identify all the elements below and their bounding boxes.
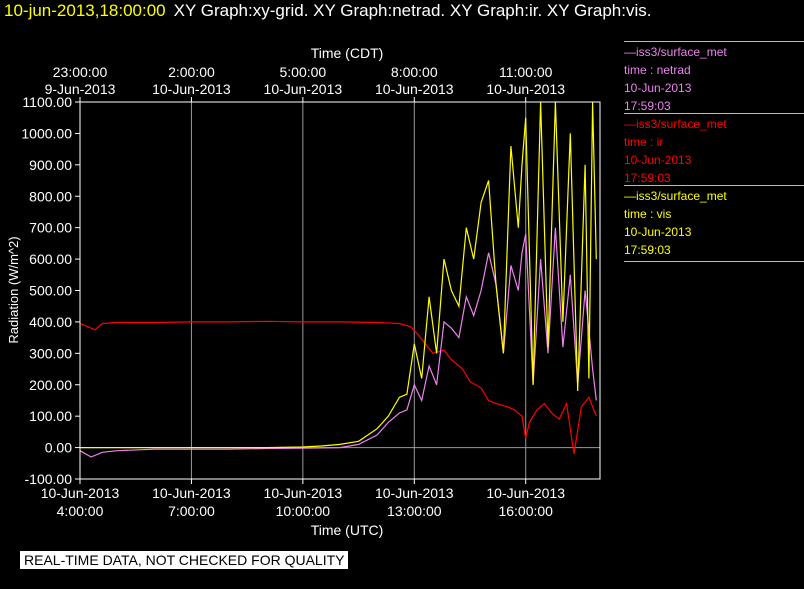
legend-series-field: time : vis	[624, 207, 672, 221]
timestamp: 10-jun-2013,18:00:00	[4, 1, 166, 20]
x-tick-time: 4:00:00	[57, 503, 104, 519]
y-tick-label: 100.00	[29, 408, 72, 424]
x-tick-date: 10-Jun-2013	[41, 485, 120, 501]
x-top-tick-date: 10-Jun-2013	[152, 81, 231, 97]
legend-series-time: 17:59:03	[624, 99, 671, 113]
x-top-tick-time: 11:00:00	[499, 64, 553, 80]
legend-series-name: —iss3/surface_met	[624, 45, 727, 59]
x-top-tick-time: 2:00:00	[168, 64, 215, 80]
x-top-tick-date: 10-Jun-2013	[264, 81, 343, 97]
series-line-ir	[79, 320, 597, 454]
legend-series-time: 17:59:03	[624, 171, 671, 185]
legend-series-field: time : netrad	[624, 63, 691, 77]
y-tick-label: -100.00	[25, 471, 73, 487]
legend-series-time: 17:59:03	[624, 243, 671, 257]
series-group	[79, 101, 597, 458]
header: 10-jun-2013,18:00:00 XY Graph:xy-grid. XY…	[4, 1, 651, 21]
x-top-tick-date: 10-Jun-2013	[486, 81, 565, 97]
legend-divider	[624, 261, 804, 262]
x-axis-bottom: 10-Jun-2013 4:00:00 10-Jun-2013 7:00:00 10-J…	[41, 479, 565, 519]
y-tick-label: 800.00	[29, 188, 72, 204]
y-tick-label: 900.00	[29, 157, 72, 173]
series-line-vis	[80, 101, 597, 449]
legend-divider	[624, 113, 804, 114]
legend-divider	[624, 185, 804, 186]
legend-series-date: 10-Jun-2013	[624, 153, 692, 167]
x-tick-time: 13:00:00	[387, 503, 442, 519]
x-top-tick-time: 8:00:00	[391, 64, 438, 80]
y-axis-title: Radiation (W/m^2)	[6, 236, 21, 343]
x-axis-title-bottom: Time (UTC)	[311, 522, 384, 538]
x-tick-date: 10-Jun-2013	[375, 485, 454, 501]
y-tick-label: 1100.00	[22, 94, 72, 110]
legend-series-date: 10-Jun-2013	[624, 81, 692, 95]
y-tick-label: 700.00	[29, 220, 72, 236]
x-top-tick-time: 23:00:00	[53, 64, 108, 80]
quality-warning: REAL-TIME DATA, NOT CHECKED FOR QUALITY	[20, 551, 349, 569]
x-axis-top: 23:00:009-Jun-20132:00:0010-Jun-20135:00…	[45, 64, 565, 102]
x-axis-title-top: Time (CDT)	[311, 45, 384, 61]
x-tick-time: 7:00:00	[168, 503, 215, 519]
x-tick-time: 10:00:00	[276, 503, 331, 519]
y-axis: 1100.00 1000.00 900.00 800.00 700.00 600.00 50…	[21, 94, 80, 487]
y-tick-label: 0.00	[45, 440, 72, 456]
y-tick-label: 1000.00	[21, 125, 72, 141]
y-tick-label: 400.00	[29, 314, 72, 330]
x-tick-time: 16:00:00	[498, 503, 553, 519]
x-top-tick-time: 5:00:00	[279, 64, 326, 80]
legend-netrad: —iss3/surface_met time : netrad 10-Jun-2…	[624, 41, 804, 115]
x-top-tick-date: 10-Jun-2013	[375, 81, 454, 97]
x-tick-date: 10-Jun-2013	[152, 485, 231, 501]
legend-series-date: 10-Jun-2013	[624, 225, 692, 239]
legend-series-field: time : ir	[624, 135, 664, 149]
y-tick-label: 200.00	[29, 377, 72, 393]
legend-ir: —iss3/surface_met time : ir 10-Jun-2013 …	[624, 113, 804, 187]
legend-series-name: —iss3/surface_met	[624, 117, 727, 131]
graph-list: XY Graph:xy-grid. XY Graph:netrad. XY Gr…	[173, 1, 652, 20]
y-tick-label: 300.00	[29, 345, 72, 361]
y-tick-label: 600.00	[29, 251, 72, 267]
legend-series-name: —iss3/surface_met	[624, 189, 727, 203]
y-tick-label: 500.00	[29, 283, 72, 299]
legend-vis: —iss3/surface_met time : vis 10-Jun-2013…	[624, 185, 804, 263]
legend-divider	[624, 41, 804, 42]
x-tick-date: 10-Jun-2013	[486, 485, 565, 501]
series-line-netrad	[79, 227, 597, 458]
x-top-tick-date: 9-Jun-2013	[45, 81, 116, 97]
x-tick-date: 10-Jun-2013	[264, 485, 343, 501]
